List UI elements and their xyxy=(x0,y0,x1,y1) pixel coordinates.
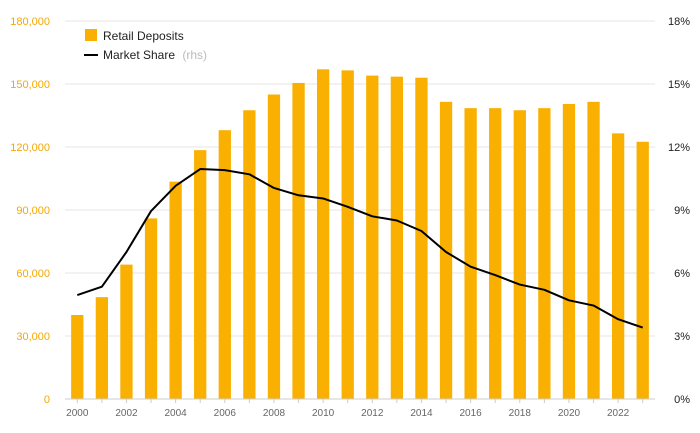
legend-bar-swatch xyxy=(85,29,97,41)
bar-2015 xyxy=(439,101,453,399)
right-tick-label: 15% xyxy=(668,79,690,91)
x-tick-label-2014: 2014 xyxy=(410,408,433,419)
x-tick-label-2006: 2006 xyxy=(214,408,237,419)
bar-2007 xyxy=(243,110,256,399)
right-tick-label: 3% xyxy=(674,331,690,343)
bar-2001 xyxy=(95,297,109,399)
bar-2009 xyxy=(292,82,305,399)
right-tick-label: 6% xyxy=(674,268,690,280)
bar-2000 xyxy=(71,315,84,399)
legend-line-label: Market Share (rhs) xyxy=(103,48,207,62)
bar-2018 xyxy=(513,110,526,399)
left-tick-label: 30,000 xyxy=(16,331,50,343)
bar-2021 xyxy=(587,101,600,399)
bar-2023 xyxy=(636,141,649,399)
bar-2011 xyxy=(341,70,354,399)
legend-bar-label: Retail Deposits xyxy=(103,29,184,43)
bar-2010 xyxy=(316,69,330,400)
x-tick-label-2018: 2018 xyxy=(509,408,532,419)
grid-lines xyxy=(65,20,655,337)
right-tick-label: 12% xyxy=(668,142,690,154)
market-share-line xyxy=(76,168,644,329)
x-tick-label-2004: 2004 xyxy=(165,408,188,419)
bar-series xyxy=(71,69,649,400)
left-tick-label: 0 xyxy=(44,394,50,406)
x-tick-label-2020: 2020 xyxy=(558,408,581,419)
legend-line-hint: (rhs) xyxy=(182,48,207,62)
x-tick-label-2012: 2012 xyxy=(361,408,384,419)
bar-2012 xyxy=(366,75,379,399)
bar-2014 xyxy=(415,77,428,399)
right-tick-label: 9% xyxy=(674,205,690,217)
left-tick-label: 120,000 xyxy=(10,142,50,154)
right-tick-label: 18% xyxy=(668,16,690,28)
x-tick-label-2000: 2000 xyxy=(66,408,89,419)
bar-2004 xyxy=(169,181,182,399)
x-tick-label-2016: 2016 xyxy=(460,408,483,419)
bar-2013 xyxy=(390,76,404,400)
bar-2020 xyxy=(562,103,576,399)
bar-2002 xyxy=(120,264,133,399)
bar-2008 xyxy=(267,94,281,399)
left-tick-label: 60,000 xyxy=(16,268,50,280)
right-tick-label: 0% xyxy=(674,394,690,406)
bar-2016 xyxy=(464,108,477,400)
bar-2019 xyxy=(538,108,551,400)
x-tick-label-2002: 2002 xyxy=(115,408,138,419)
bar-2003 xyxy=(144,218,158,399)
left-tick-label: 180,000 xyxy=(10,16,50,28)
legend: Retail Deposits Market Share (rhs) xyxy=(84,29,207,62)
x-tick-label-2010: 2010 xyxy=(312,408,335,419)
bar-2022 xyxy=(611,133,625,399)
bar-2005 xyxy=(194,150,207,399)
left-tick-label: 90,000 xyxy=(16,205,50,217)
x-tick-label-2008: 2008 xyxy=(263,408,286,419)
bar-2017 xyxy=(489,108,502,400)
left-tick-label: 150,000 xyxy=(10,79,50,91)
legend-line-name: Market Share xyxy=(103,48,175,62)
right-axis-ticks: 0% 3% 6% 9% 12% 15% 18% xyxy=(668,16,690,406)
x-axis-ticks: 2000 2002 2004 2006 2008 2010 2012 2014 2016 2018… xyxy=(66,399,644,419)
bar-2006 xyxy=(218,130,231,399)
left-axis-ticks: 0 30,000 60,000 90,000 120,000 150,000 180,000 xyxy=(10,16,50,406)
x-tick-label-2022: 2022 xyxy=(607,408,630,419)
